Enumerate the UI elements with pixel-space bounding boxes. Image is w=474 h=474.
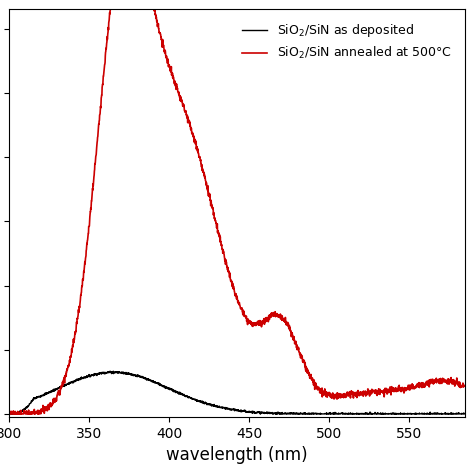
SiO$_2$/SiN annealed at 500°C	[228, 277, 234, 283]
X-axis label: wavelength (nm): wavelength (nm)	[166, 447, 308, 465]
Line: SiO$_2$/SiN annealed at 500°C: SiO$_2$/SiN annealed at 500°C	[9, 0, 465, 414]
SiO$_2$/SiN as deposited	[365, 411, 371, 417]
SiO$_2$/SiN annealed at 500°C	[462, 383, 467, 388]
Line: SiO$_2$/SiN as deposited: SiO$_2$/SiN as deposited	[9, 371, 465, 414]
Legend: SiO$_2$/SiN as deposited, SiO$_2$/SiN annealed at 500°C: SiO$_2$/SiN as deposited, SiO$_2$/SiN an…	[236, 16, 458, 68]
SiO$_2$/SiN as deposited	[449, 411, 455, 417]
SiO$_2$/SiN as deposited	[462, 411, 467, 417]
SiO$_2$/SiN as deposited	[7, 411, 12, 417]
SiO$_2$/SiN annealed at 500°C	[216, 230, 222, 236]
SiO$_2$/SiN as deposited	[7, 410, 12, 416]
SiO$_2$/SiN as deposited	[216, 403, 222, 409]
SiO$_2$/SiN annealed at 500°C	[449, 377, 455, 383]
SiO$_2$/SiN annealed at 500°C	[365, 390, 371, 395]
SiO$_2$/SiN as deposited	[449, 411, 455, 417]
SiO$_2$/SiN as deposited	[228, 406, 234, 412]
SiO$_2$/SiN as deposited	[107, 368, 113, 374]
SiO$_2$/SiN annealed at 500°C	[30, 410, 36, 416]
SiO$_2$/SiN annealed at 500°C	[7, 411, 12, 417]
SiO$_2$/SiN annealed at 500°C	[448, 380, 454, 385]
SiO$_2$/SiN as deposited	[30, 398, 36, 403]
